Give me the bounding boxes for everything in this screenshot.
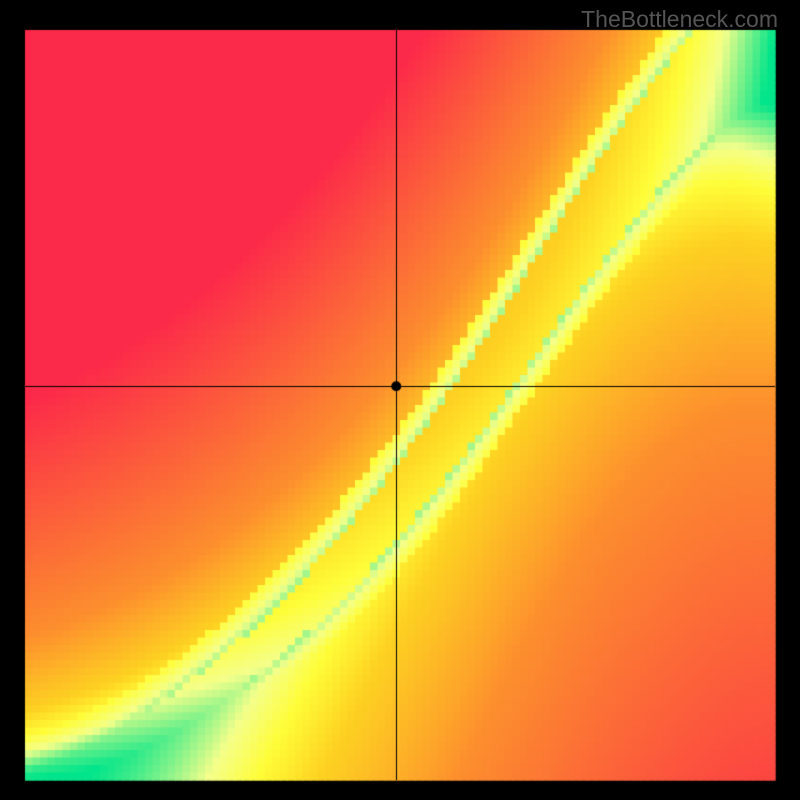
bottleneck-heatmap	[0, 0, 800, 800]
watermark-text: TheBottleneck.com	[581, 6, 778, 33]
figure-container: { "figure": { "type": "heatmap", "width_…	[0, 0, 800, 800]
